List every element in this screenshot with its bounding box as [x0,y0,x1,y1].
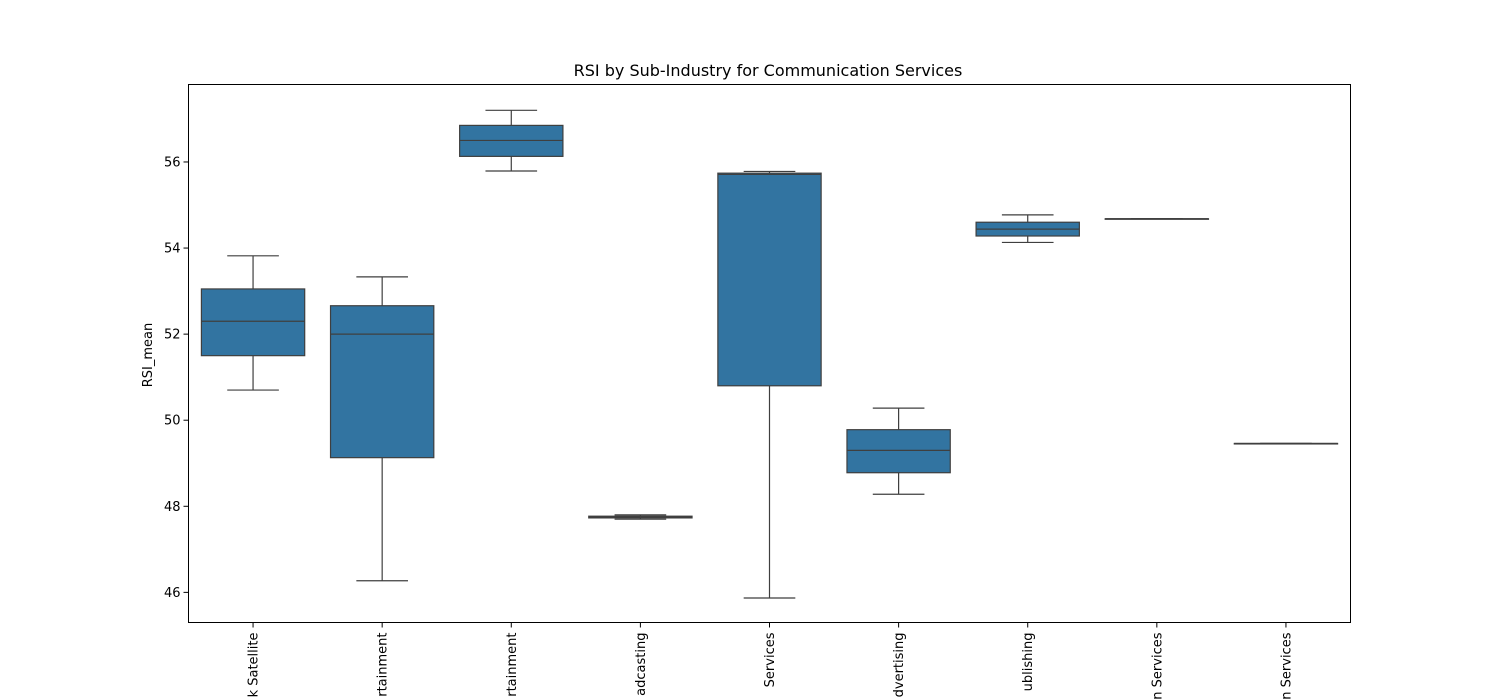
box-iqr [329,305,435,459]
box-iqr [717,172,822,387]
box-group [975,214,1080,244]
y-tick-label: 54 [164,242,181,257]
box-group [1104,218,1210,220]
y-tick-label: 48 [164,500,181,515]
box-group [200,255,306,391]
box-group [459,109,564,172]
x-tick-label: Services [763,632,778,687]
box-group [588,514,693,520]
x-tick-label: rtainment [505,633,520,697]
x-tick-label: dvertising [892,633,907,698]
x-tick-label: adcasting [634,633,649,696]
y-axis-label: RSI_mean [141,323,156,388]
y-tick-label: 50 [164,414,181,429]
x-tick-label: k Satellite [247,632,262,697]
y-tick-label: 52 [164,328,181,343]
box-iqr [846,429,951,474]
box-group [1233,442,1339,445]
plot-frame [188,84,1351,623]
y-tick-label: 56 [164,155,181,170]
x-tick-label: n Services [1150,632,1165,699]
box-group [717,170,822,599]
x-tick-label: n Services [1279,632,1294,699]
box-group [329,276,435,582]
box-group [846,407,951,495]
box-iqr [200,288,306,357]
x-tick-label: ublishing [1021,633,1036,692]
y-tick-label: 46 [164,586,181,601]
chart-title: RSI by Sub-Industry for Communication Se… [574,61,963,80]
x-tick-label: rtainment [376,633,391,697]
plot-area: 46 48 50 52 54 56 k Satellite rtainment rtainmen… [164,109,1339,700]
